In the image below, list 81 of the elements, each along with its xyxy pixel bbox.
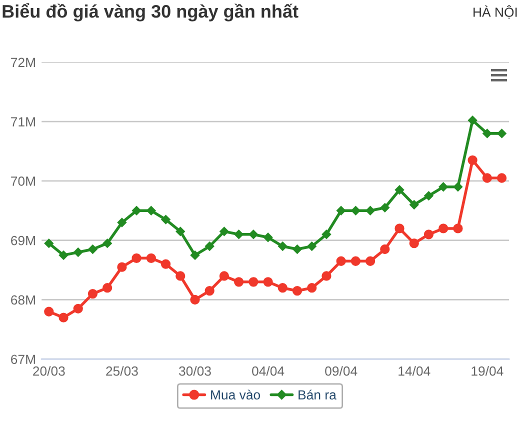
point — [204, 286, 214, 296]
point — [350, 256, 361, 266]
x-tick-label: 14/04 — [398, 366, 430, 376]
point — [292, 244, 302, 254]
point — [73, 304, 83, 314]
point — [468, 116, 478, 126]
point — [278, 283, 288, 293]
y-tick-label: 72M — [11, 58, 35, 67]
point — [468, 155, 478, 165]
point — [234, 277, 244, 287]
point — [176, 271, 186, 281]
point — [132, 253, 142, 263]
x-tick-label: 20/03 — [33, 366, 65, 376]
x-tick-label: 09/04 — [325, 366, 358, 376]
point — [220, 226, 229, 236]
point — [307, 242, 317, 251]
point — [453, 224, 463, 234]
point — [160, 259, 171, 269]
point — [44, 238, 54, 248]
point — [88, 288, 98, 299]
point — [278, 242, 288, 251]
y-tick-label: 70M — [11, 176, 35, 186]
point — [322, 230, 332, 240]
legend-label: Mua vào — [211, 390, 260, 400]
y-tick-label: 68M — [11, 295, 35, 305]
point — [263, 277, 273, 287]
point — [380, 203, 390, 212]
point — [263, 232, 273, 242]
chart-title: Biểu đồ giá vàng 30 ngày gần nhất — [2, 3, 298, 22]
point — [409, 200, 419, 210]
point — [176, 226, 186, 236]
point — [322, 271, 332, 281]
point — [453, 182, 463, 192]
point — [366, 206, 375, 216]
point — [365, 256, 376, 266]
point — [117, 218, 127, 228]
point — [58, 312, 68, 322]
point — [292, 286, 302, 296]
y-tick-label: 71M — [11, 117, 35, 126]
point — [351, 206, 360, 216]
point — [146, 253, 156, 263]
point — [234, 230, 244, 240]
point — [219, 271, 230, 281]
legend-label: Bán ra — [298, 390, 336, 400]
point — [88, 244, 98, 254]
point — [438, 224, 448, 234]
point — [248, 230, 258, 240]
point — [161, 214, 170, 224]
y-tick-label: 69M — [11, 236, 35, 246]
point — [307, 283, 317, 293]
point — [497, 128, 506, 138]
point — [190, 294, 200, 305]
point — [438, 182, 448, 192]
point — [394, 185, 404, 195]
point — [58, 250, 68, 260]
point — [394, 224, 404, 234]
x-tick-label: 04/04 — [252, 366, 284, 376]
point — [496, 173, 507, 183]
x-tick-label: 19/04 — [472, 366, 504, 376]
point — [482, 128, 492, 138]
point — [102, 238, 112, 248]
point — [409, 238, 419, 248]
point — [146, 206, 156, 216]
point — [424, 191, 434, 200]
point — [336, 256, 346, 266]
x-tick-label: 30/03 — [178, 366, 211, 376]
point — [117, 262, 127, 272]
x-tick-label: 25/03 — [106, 366, 138, 376]
point — [380, 244, 390, 254]
point — [424, 230, 434, 240]
point — [336, 206, 346, 216]
point — [204, 242, 214, 251]
point — [44, 306, 54, 316]
point — [482, 173, 492, 183]
point — [73, 248, 83, 257]
point — [248, 277, 258, 287]
point — [190, 250, 200, 260]
point — [132, 206, 142, 216]
point — [102, 283, 112, 293]
y-tick-label: 67M — [11, 354, 35, 364]
chart-subtitle: HÀ NỘI — [474, 5, 517, 19]
